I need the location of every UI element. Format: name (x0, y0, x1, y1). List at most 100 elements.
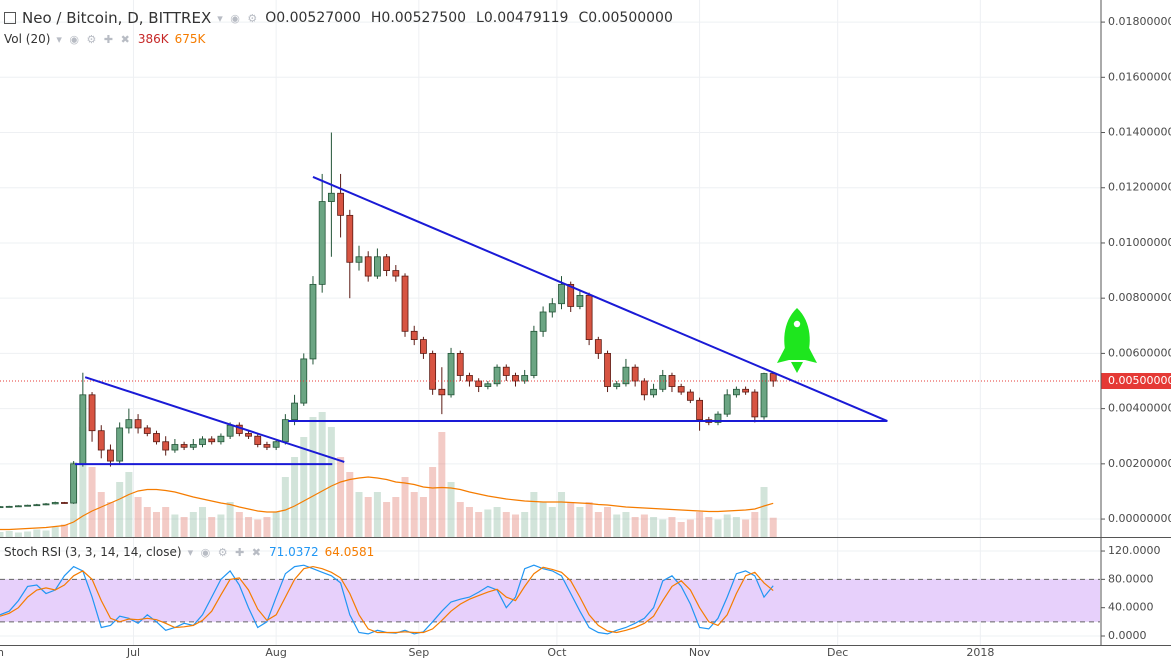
candle-body (189, 444, 197, 448)
rsi-k-value: 71.0372 (269, 545, 319, 559)
trendline (84, 376, 345, 463)
candle-body (318, 201, 326, 285)
volume-bar (116, 482, 124, 537)
y-tick-label: 0.01400000 (1108, 126, 1171, 139)
volume-bar (567, 502, 575, 537)
candle-body (594, 339, 602, 354)
y-tick-label: 0.00400000 (1108, 402, 1171, 415)
x-tick-label: Aug (265, 646, 286, 659)
candle-body (466, 375, 473, 382)
volume-bar (493, 507, 501, 537)
candle-body (429, 352, 437, 390)
candle-body (79, 394, 87, 465)
y-tick-label: 0.01200000 (1108, 181, 1171, 194)
y-tick-label: 0.0000 (1108, 629, 1147, 642)
last-price-label: 0.00500000 (1108, 374, 1171, 387)
x-tick-label: Oct (547, 646, 567, 659)
last-price-box (1101, 373, 1171, 390)
candle-body (337, 192, 344, 216)
volume-bar (511, 514, 519, 537)
candle-body (162, 441, 170, 451)
volume-bar (337, 457, 345, 537)
candle-body (245, 433, 252, 437)
y-tick-label: 0.00600000 (1108, 346, 1171, 359)
volume-bar (383, 502, 391, 537)
volume-bar (732, 517, 740, 537)
volume-bar (668, 517, 676, 537)
candle-body (217, 435, 225, 443)
candle-body (447, 352, 455, 396)
icons[interactable]: ▾ ◉ ⚙ ✚ ✖ (187, 545, 263, 559)
volume-bar (180, 517, 188, 537)
candle-body (51, 502, 59, 505)
volume-legend: Vol (20) ▾ ◉ ⚙ ✚ ✖ 386K 675K (4, 32, 205, 46)
volume-bar (143, 507, 151, 537)
candle-body (24, 504, 32, 507)
volume-bar (401, 477, 409, 537)
volume-bar (355, 492, 363, 537)
candle-body (456, 352, 464, 376)
y-tick-label: 0.01000000 (1108, 236, 1171, 249)
candle-body (512, 375, 519, 382)
candle-body (171, 444, 179, 451)
trendline (312, 176, 888, 422)
x-tick-label: Dec (827, 646, 848, 659)
candle-body (226, 424, 234, 437)
ohlc-item: O0.00527000 (265, 10, 361, 26)
candle-body (668, 375, 676, 387)
candle-body (696, 399, 703, 421)
volume-bar (152, 512, 160, 537)
candle-body (374, 256, 381, 277)
volume-bar (585, 502, 593, 537)
volume-bar (456, 502, 464, 537)
ohlc-key: L (476, 10, 484, 26)
candle-body (254, 435, 262, 445)
volume-bar (769, 517, 777, 537)
rocket-icon (777, 308, 817, 373)
candle-body (61, 502, 68, 504)
volume-bar (208, 517, 216, 537)
volume-bar (465, 507, 473, 537)
x-tick-label: Sep (408, 646, 429, 659)
volume-bar (714, 519, 722, 537)
candle-body (88, 394, 96, 432)
toggle[interactable] (4, 12, 16, 24)
volume-bar (33, 529, 41, 537)
volume-value: 386K (137, 32, 169, 46)
rsi-pane (0, 538, 1100, 645)
ohlc-item: H0.00527500 (371, 10, 466, 26)
x-tick-label: Jun (0, 646, 4, 659)
candle-body (484, 383, 492, 387)
candle-body (475, 380, 483, 387)
ohlc-value: 0.00527000 (276, 10, 361, 26)
volume-bar (502, 512, 510, 537)
candle-body (291, 402, 298, 421)
y-tick-label: 40.0000 (1108, 601, 1154, 614)
candle-body (125, 419, 133, 429)
rsi-title: Stoch RSI (3, 3, 14, 14, close) (4, 545, 182, 559)
volume-bar (272, 512, 280, 537)
volume-bar (604, 507, 612, 537)
candle-body (548, 303, 556, 313)
volume-bar (419, 497, 427, 537)
candle-body (438, 388, 446, 396)
volume-bar (125, 472, 133, 537)
icons[interactable]: ▾ ◉ ⚙ (217, 11, 260, 25)
candle-body (263, 444, 271, 448)
candle-body (539, 311, 547, 332)
candle-body (714, 413, 722, 423)
candle-body (558, 283, 565, 305)
candle-body (604, 352, 611, 387)
volume-bar (438, 432, 446, 537)
volume-bar (318, 412, 326, 537)
candle-body (686, 391, 694, 401)
candle-body (42, 503, 50, 506)
volume-bar (521, 512, 529, 537)
candle-body (309, 283, 317, 360)
ohlc-item: C0.00500000 (578, 10, 672, 26)
candle-body (116, 427, 124, 462)
ohlc-key: C (578, 10, 589, 26)
x-tick-label: Jul (126, 646, 140, 659)
symbol-legend: Neo / Bitcoin, D, BITTREX ▾ ◉ ⚙ O0.00527… (4, 9, 673, 27)
icons[interactable]: ▾ ◉ ⚙ ✚ ✖ (56, 32, 132, 46)
